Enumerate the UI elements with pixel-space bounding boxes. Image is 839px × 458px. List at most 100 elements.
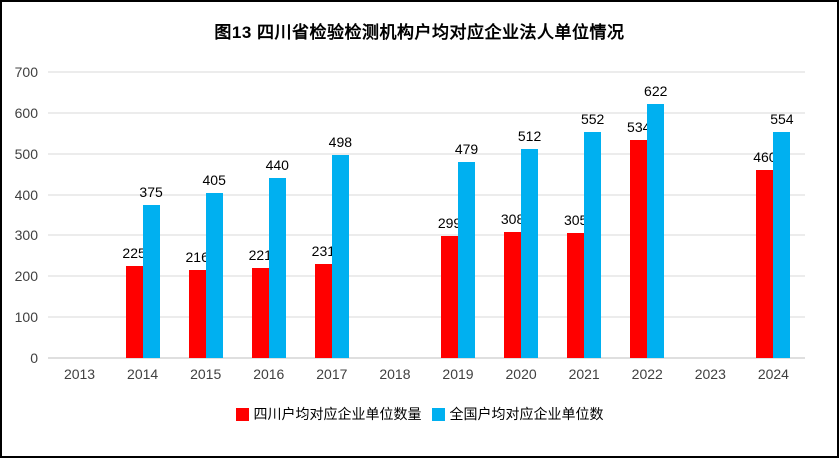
legend: 四川户均对应企业单位数量 全国户均对应企业单位数 — [2, 404, 837, 424]
bar-slot: 305 — [564, 72, 587, 358]
legend-label: 四川户均对应企业单位数量 — [253, 406, 422, 422]
x-tick-label: 2018 — [379, 366, 411, 382]
bar-series2-2019: 479 — [455, 141, 478, 358]
x-tick-label: 2022 — [631, 366, 663, 382]
y-tick-label: 500 — [14, 145, 38, 162]
bar-series1-2015: 216 — [186, 249, 209, 358]
bar-series1-2022: 534 — [627, 119, 650, 358]
bar-slot: 405 — [203, 72, 226, 358]
bar-series2-2024: 554 — [770, 111, 794, 358]
x-tick-label: 2019 — [442, 366, 474, 382]
bar-series2-2014: 375 — [139, 184, 163, 358]
bar-group-2015: 216 405 — [174, 72, 237, 358]
bar-series2-2017: 498 — [329, 134, 352, 358]
value-label: 440 — [265, 157, 289, 174]
value-label: 375 — [139, 183, 163, 200]
gridline — [48, 275, 805, 277]
bar-slot: 375 — [139, 72, 163, 358]
bar-slot: 554 — [770, 72, 794, 358]
chart-title: 图13 四川省检验检测机构户均对应企业法人单位情况 — [214, 23, 625, 42]
bar-slot — [710, 72, 727, 358]
y-tick-label: 100 — [14, 309, 38, 326]
bar-group-2018 — [363, 72, 426, 358]
value-label: 460 — [753, 149, 777, 166]
bar-slot: 221 — [249, 72, 272, 358]
x-tick-label: 2013 — [63, 366, 96, 382]
legend-item: 四川户均对应企业单位数量 — [235, 404, 422, 424]
bar-slot: 534 — [627, 72, 650, 358]
x-tick-label: 2020 — [505, 366, 537, 382]
bar-group-2022: 534 622 — [616, 72, 679, 358]
bar-slot: 479 — [455, 72, 478, 358]
bar-group-2023 — [679, 72, 742, 358]
legend-swatch — [235, 407, 249, 421]
gridline — [48, 153, 805, 155]
value-label: 534 — [627, 118, 651, 135]
value-label: 405 — [202, 171, 226, 188]
bar-slot: 440 — [265, 72, 289, 358]
legend-label: 全国户均对应企业单位数 — [449, 406, 604, 422]
bar-series1-2024: 460 — [753, 149, 777, 358]
x-tick-label: 2024 — [757, 366, 789, 382]
x-tick-label: 2016 — [253, 366, 285, 382]
value-label: 554 — [770, 110, 794, 127]
y-tick-label: 600 — [14, 104, 38, 121]
bar-slot: 299 — [438, 72, 461, 358]
x-tick-label: 2014 — [127, 366, 159, 382]
gridline — [48, 357, 805, 359]
value-label: 498 — [328, 133, 353, 150]
value-label: 225 — [122, 245, 146, 262]
bar-slot: 512 — [518, 72, 541, 358]
gridline — [48, 316, 805, 318]
bar-groups: 225 375 216 405 221 440 231 498 299 479 308 512 305 5… — [48, 72, 805, 358]
bar-slot — [378, 72, 395, 358]
value-label: 308 — [500, 211, 525, 228]
gridline — [48, 112, 805, 114]
bar-series1-2021: 305 — [564, 212, 587, 358]
y-tick-label: 200 — [14, 268, 38, 285]
plot-area: 225 375 216 405 221 440 231 498 299 479 308 512 305 5… — [48, 71, 805, 359]
bar-slot — [63, 72, 80, 358]
value-label: 622 — [644, 82, 668, 99]
x-axis: 2013 2014 2015 2016 2017 2018 2019 2020 2021 2022… — [48, 366, 805, 388]
bar-series1-2017: 231 — [312, 243, 335, 358]
gridline — [48, 194, 805, 196]
bar-slot: 225 — [122, 72, 146, 358]
gridline — [48, 71, 805, 73]
bar-slot — [693, 72, 710, 358]
bar-series1-2014: 225 — [122, 245, 146, 358]
y-axis: 0 100 200 300 400 500 600 700 — [2, 64, 46, 366]
bar-group-2020: 308 512 — [490, 72, 553, 358]
bar-slot — [80, 72, 97, 358]
bar-slot: 498 — [329, 72, 352, 358]
bar-group-2021: 305 552 — [553, 72, 616, 358]
value-label: 299 — [437, 214, 462, 231]
value-label: 479 — [454, 141, 479, 158]
x-tick-label: 2023 — [694, 366, 726, 382]
x-tick-label: 2021 — [568, 366, 600, 382]
bar-slot: 622 — [644, 72, 667, 358]
bar-series1-2016: 221 — [249, 247, 272, 358]
bar-series2-2015: 405 — [203, 172, 226, 358]
bar-slot: 231 — [312, 72, 335, 358]
bar-slot: 552 — [580, 72, 605, 358]
x-tick-label: 2015 — [190, 366, 222, 382]
bar-slot — [395, 72, 412, 358]
bar-series2-2022: 622 — [644, 83, 667, 358]
bar-series1-2020: 308 — [501, 211, 524, 358]
value-label: 305 — [563, 212, 588, 229]
legend-item: 全国户均对应企业单位数 — [431, 404, 604, 424]
bar-series2-2020: 512 — [518, 128, 541, 358]
y-tick-label: 400 — [14, 186, 38, 203]
y-tick-label: 0 — [30, 350, 38, 366]
bar-series1-2019: 299 — [438, 215, 461, 358]
y-tick-label: 700 — [14, 64, 38, 80]
value-label: 216 — [185, 248, 209, 265]
bar-slot: 308 — [501, 72, 524, 358]
value-label: 552 — [580, 111, 605, 128]
value-label: 221 — [248, 246, 272, 263]
gridline — [48, 234, 805, 236]
bar-group-2014: 225 375 — [111, 72, 174, 358]
bar-group-2019: 299 479 — [426, 72, 489, 358]
